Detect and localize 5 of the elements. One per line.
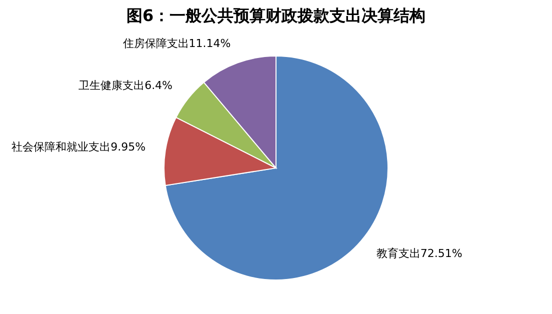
- chart-title: 图6：一般公共预算财政拨款支出决算结构: [126, 6, 426, 25]
- slice-label: 卫生健康支出6.4%: [78, 79, 173, 92]
- slice-label: 住房保障支出11.14%: [122, 37, 231, 50]
- slice-label: 社会保障和就业支出9.95%: [12, 140, 146, 154]
- slice-label: 教育支出72.51%: [376, 246, 462, 260]
